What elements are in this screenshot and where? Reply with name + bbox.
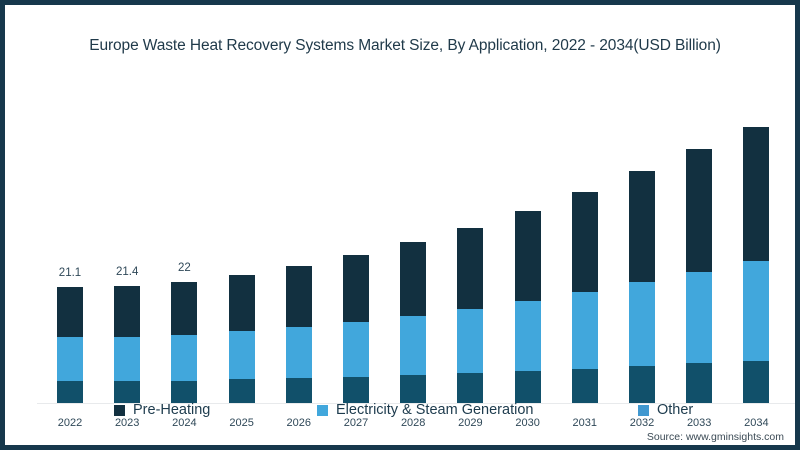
bar-segment-electricity-steam-generation [228, 331, 255, 380]
legend-swatch-icon [638, 404, 649, 416]
bar-segment-electricity-steam-generation [400, 315, 427, 375]
x-tick-2032: 2032 [629, 417, 655, 429]
bar-value-label-2024: 22 [177, 262, 191, 275]
x-tick-2033: 2033 [686, 417, 712, 429]
bar-segment-other [629, 366, 655, 403]
bar-segment-other [686, 363, 713, 403]
bar-segment-electricity-steam-generation [686, 271, 713, 364]
bar-segment-other [514, 371, 541, 403]
bar-value-label-2023: 21.4 [115, 265, 139, 278]
page-title: Europe Waste Heat Recovery Systems Marke… [89, 37, 721, 54]
legend-item-pre-heating[interactable]: Pre-Heating [114, 402, 210, 418]
bar-2024[interactable] [171, 282, 198, 403]
legend-item-electricity-steam-generation[interactable]: Electricity & Steam Generation [317, 402, 533, 418]
bar-2022[interactable] [57, 287, 83, 403]
x-tick-2029: 2029 [458, 417, 483, 429]
bar-segment-other [400, 375, 427, 403]
bar-2028[interactable] [400, 242, 427, 403]
bar-2030[interactable] [514, 210, 541, 403]
bar-segment-electricity-steam-generation [571, 292, 598, 369]
x-tick-2031: 2031 [572, 417, 598, 429]
bar-segment-electricity-steam-generation [629, 282, 655, 367]
bar-segment-pre-heating [686, 149, 713, 272]
bar-2029[interactable] [457, 228, 484, 403]
bar-segment-pre-heating [228, 274, 255, 332]
x-tick-2023: 2023 [114, 417, 140, 429]
bar-segment-pre-heating [57, 287, 83, 338]
bar-segment-other [114, 381, 141, 403]
bar-segment-other [343, 376, 369, 403]
legend-swatch-icon [317, 404, 328, 416]
chart-canvas: Europe Waste Heat Recovery Systems Marke… [10, 10, 795, 445]
bar-segment-electricity-steam-generation [171, 334, 198, 381]
axis-baseline [37, 403, 795, 404]
bar-2023[interactable] [114, 285, 141, 403]
bar-segment-pre-heating [514, 210, 541, 301]
bar-segment-electricity-steam-generation [457, 309, 484, 374]
bar-segment-electricity-steam-generation [285, 327, 312, 379]
x-tick-2022: 2022 [57, 417, 83, 429]
x-tick-2025: 2025 [229, 417, 254, 429]
bar-segment-other [743, 360, 770, 403]
bar-segment-pre-heating [629, 171, 655, 283]
x-tick-2028: 2028 [400, 417, 426, 429]
bar-2032[interactable] [629, 171, 655, 403]
bar-segment-other [571, 368, 598, 403]
bar-segment-other [457, 373, 484, 403]
bar-segment-pre-heating [457, 228, 484, 310]
bar-2034[interactable] [743, 126, 770, 403]
bar-segment-pre-heating [743, 126, 770, 262]
bar-segment-other [57, 381, 83, 403]
source-attribution: Source: www.gminsights.com [646, 431, 784, 443]
x-tick-2024: 2024 [172, 417, 197, 429]
bar-2031[interactable] [571, 192, 598, 403]
bar-2027[interactable] [343, 254, 369, 403]
bar-segment-other [228, 379, 255, 403]
bar-segment-electricity-steam-generation [743, 261, 770, 361]
bar-segment-electricity-steam-generation [114, 336, 141, 382]
bar-segment-other [285, 378, 312, 403]
bar-2025[interactable] [228, 274, 255, 403]
bar-segment-electricity-steam-generation [57, 337, 83, 382]
x-tick-2030: 2030 [515, 417, 540, 429]
legend-item-other[interactable]: Other [638, 402, 693, 418]
bar-segment-electricity-steam-generation [343, 321, 369, 377]
legend-swatch-icon [114, 404, 125, 416]
bar-segment-pre-heating [171, 282, 198, 335]
bar-segment-pre-heating [400, 242, 427, 316]
bar-segment-pre-heating [285, 265, 312, 328]
legend-label: Pre-Heating [133, 402, 211, 418]
bar-segment-electricity-steam-generation [514, 300, 541, 372]
bar-2026[interactable] [285, 265, 312, 403]
bar-segment-pre-heating [343, 254, 369, 322]
bar-2033[interactable] [686, 149, 713, 403]
bar-segment-other [171, 380, 198, 403]
bar-segment-pre-heating [114, 285, 141, 337]
plot-area: 2022 2023 2024 2025 2026 2027 2028 2029 2030 2031… [25, 55, 795, 429]
x-tick-2026: 2026 [286, 417, 312, 429]
legend-label: Other [657, 402, 694, 418]
bar-value-label-2022: 21.1 [58, 267, 82, 280]
legend-label: Electricity & Steam Generation [336, 402, 534, 418]
chart-legend: Pre-Heating Electricity & Steam Generatio… [10, 402, 795, 426]
x-tick-2027: 2027 [343, 417, 369, 429]
bar-segment-pre-heating [571, 192, 598, 293]
x-tick-2034: 2034 [744, 417, 769, 429]
